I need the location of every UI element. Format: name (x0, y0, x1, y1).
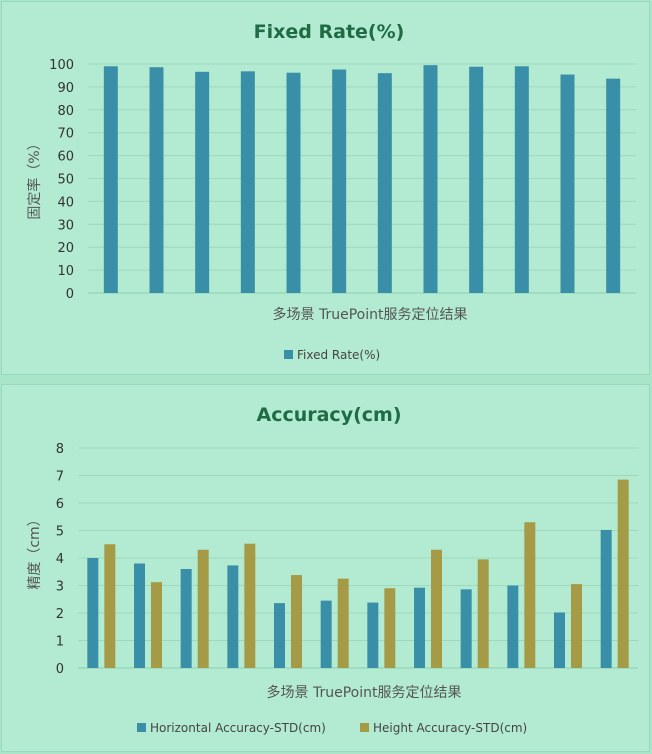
bar-height-7 (384, 588, 396, 668)
y-tick-label: 7 (56, 470, 64, 485)
bar-horizontal-10 (507, 585, 519, 668)
y-tick-label: 10 (57, 264, 74, 279)
bar-height-9 (477, 559, 489, 668)
bar-horizontal-11 (554, 612, 565, 668)
y-tick-label: 2 (56, 607, 64, 622)
bar-7 (377, 73, 392, 293)
bar-height-4 (244, 543, 256, 668)
bar-horizontal-9 (460, 589, 472, 668)
bar-9 (469, 66, 484, 293)
bar-horizontal-5 (274, 603, 285, 668)
bar-height-3 (197, 549, 209, 668)
bar-1 (103, 66, 118, 293)
bar-horizontal-3 (180, 569, 192, 668)
bar-height-6 (337, 578, 349, 668)
bar-horizontal-7 (367, 602, 379, 668)
y-tick-label: 50 (57, 173, 74, 188)
bar-8 (423, 65, 438, 293)
y-tick-label: 8 (56, 442, 64, 457)
y-tick-label: 40 (57, 195, 74, 210)
accuracy-chart-panel: Accuracy(cm) 精度（cm） 多场景 TruePoint服务定位结果 … (1, 384, 650, 752)
bar-horizontal-1 (87, 558, 99, 668)
bar-horizontal-6 (320, 600, 332, 668)
y-tick-label: 0 (56, 662, 64, 677)
bar-4 (240, 71, 255, 293)
bar-height-1 (104, 544, 116, 668)
y-tick-label: 6 (56, 497, 64, 512)
y-tick-label: 20 (57, 241, 74, 256)
x-axis-label: 多场景 TruePoint服务定位结果 (273, 306, 468, 323)
bar-5 (286, 72, 301, 294)
x-axis-label: 多场景 TruePoint服务定位结果 (267, 684, 462, 701)
y-tick-label: 3 (56, 580, 64, 595)
bar-horizontal-12 (600, 529, 612, 668)
bar-horizontal-2 (134, 563, 145, 668)
y-tick-label: 30 (57, 218, 74, 233)
y-tick-label: 1 (56, 635, 64, 650)
y-tick-label: 100 (49, 58, 74, 73)
bar-height-8 (431, 549, 442, 668)
chart-title: Fixed Rate(%) (254, 21, 405, 43)
y-axis-label: 固定率（%） (26, 136, 43, 219)
y-tick-label: 5 (56, 525, 64, 540)
legend-swatch (284, 350, 293, 359)
y-axis-label: 精度（cm） (27, 512, 43, 589)
y-tick-label: 4 (56, 552, 64, 567)
bar-6 (332, 69, 347, 293)
chart-title: Accuracy(cm) (256, 404, 401, 426)
bar-horizontal-4 (227, 565, 239, 668)
fixed-rate-chart-panel: Fixed Rate(%) 固定率（%） 多场景 TruePoint服务定位结果… (1, 1, 650, 375)
y-tick-label: 70 (57, 127, 74, 142)
accuracy-chart: Accuracy(cm) 精度（cm） 多场景 TruePoint服务定位结果 … (27, 404, 638, 735)
y-tick-label: 90 (57, 81, 74, 96)
legend-swatch (360, 723, 369, 732)
bar-10 (514, 66, 529, 293)
legend-label: Fixed Rate(%) (297, 348, 380, 362)
bar-height-10 (524, 522, 536, 668)
bar-11 (560, 74, 575, 293)
legend-label: Height Accuracy-STD(cm) (373, 721, 527, 735)
bar-height-2 (151, 582, 162, 668)
legend-label: Horizontal Accuracy-STD(cm) (150, 721, 326, 735)
y-tick-label: 0 (66, 287, 74, 302)
bar-height-5 (291, 575, 302, 668)
y-tick-label: 60 (57, 150, 74, 165)
bar-horizontal-8 (414, 587, 425, 668)
fixed-rate-chart: Fixed Rate(%) 固定率（%） 多场景 TruePoint服务定位结果… (26, 21, 636, 362)
y-tick-label: 80 (57, 104, 74, 119)
legend-swatch (137, 723, 146, 732)
bar-2 (149, 67, 164, 294)
bar-height-11 (571, 584, 582, 668)
bar-3 (195, 71, 210, 293)
bar-12 (606, 78, 621, 293)
bar-height-12 (617, 479, 629, 668)
